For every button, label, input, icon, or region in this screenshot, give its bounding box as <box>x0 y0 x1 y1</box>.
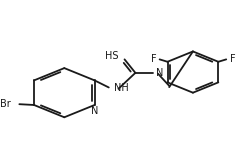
Text: N: N <box>156 68 163 78</box>
Text: F: F <box>230 54 235 64</box>
Text: HS: HS <box>105 51 119 61</box>
Text: NH: NH <box>114 83 129 93</box>
Text: Br: Br <box>0 99 11 109</box>
Text: F: F <box>151 54 156 64</box>
Text: N: N <box>91 106 98 116</box>
